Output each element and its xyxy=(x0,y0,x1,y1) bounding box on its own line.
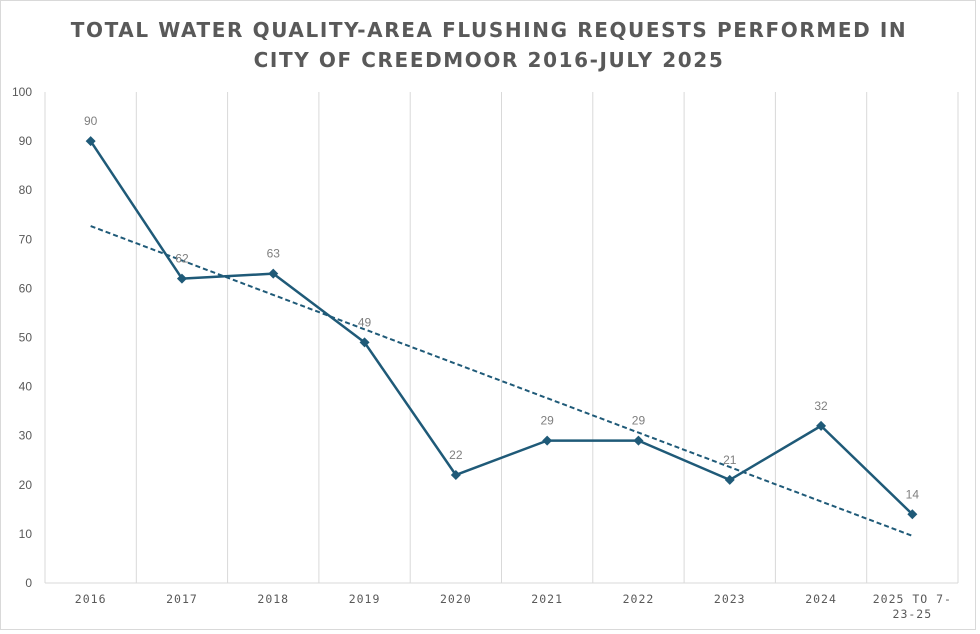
x-tick-label-line: 2023 xyxy=(714,592,746,606)
x-tick-label-line: 2020 xyxy=(440,592,472,606)
linear-trendline xyxy=(90,225,913,537)
x-tick-label: 2021 xyxy=(531,592,563,606)
x-tick-label: 2020 xyxy=(440,592,472,606)
data-point-marker xyxy=(907,509,918,520)
x-tick-label: 2025 TO 7-23-25 xyxy=(873,592,952,621)
data-point-marker xyxy=(542,435,553,446)
chart-title-line-2: CITY OF CREEDMOOR 2016-JULY 2025 xyxy=(253,48,725,72)
gridlines xyxy=(44,92,959,583)
data-point-marker xyxy=(176,273,187,284)
y-tick-label: 20 xyxy=(19,478,33,492)
y-tick-label: 100 xyxy=(12,85,32,99)
x-tick-label: 2016 xyxy=(75,592,107,606)
x-tick-label: 2017 xyxy=(166,592,198,606)
data-label: 32 xyxy=(814,399,828,413)
axes: 0 10 20 30 40 50 60 70 80 90 100 2016 2017 2018 2019 20… xyxy=(12,85,958,621)
data-point-marker xyxy=(268,268,279,279)
y-tick-label: 60 xyxy=(19,281,33,295)
y-tick-label: 0 xyxy=(25,576,32,590)
x-tick-label-line: 2022 xyxy=(623,592,655,606)
data-label: 63 xyxy=(267,247,281,261)
x-tick-label: 2018 xyxy=(257,592,289,606)
trendline-group xyxy=(90,225,913,537)
data-label: 21 xyxy=(723,453,737,467)
x-tick-label: 2024 xyxy=(805,592,837,606)
data-label: 14 xyxy=(906,487,920,501)
y-tick-label: 50 xyxy=(19,331,33,345)
data-point-marker xyxy=(85,136,96,147)
data-label: 29 xyxy=(632,414,646,428)
x-tick-label-line: 23-25 xyxy=(893,607,933,621)
data-label: 29 xyxy=(540,414,554,428)
x-tick-label: 2022 xyxy=(623,592,655,606)
data-point-marker xyxy=(633,435,644,446)
x-tick-label-line: 2021 xyxy=(531,592,563,606)
data-label: 90 xyxy=(84,114,98,128)
x-tick-label-line: 2019 xyxy=(349,592,381,606)
x-tick-label: 2019 xyxy=(349,592,381,606)
x-tick-label-line: 2016 xyxy=(75,592,107,606)
data-label: 62 xyxy=(175,252,189,266)
data-labels: 90 62 63 49 22 29 29 21 32 14 xyxy=(84,114,919,501)
y-tick-label: 30 xyxy=(19,429,33,443)
y-tick-label: 10 xyxy=(19,527,33,541)
x-tick-label-line: 2025 TO 7- xyxy=(873,592,952,606)
x-tick-label-line: 2024 xyxy=(805,592,837,606)
x-tick-label-line: 2018 xyxy=(257,592,289,606)
series-group xyxy=(85,136,918,520)
data-point-marker xyxy=(724,474,735,485)
data-point-marker xyxy=(359,337,370,348)
data-label: 49 xyxy=(358,315,372,329)
y-tick-label: 70 xyxy=(19,232,33,246)
data-point-marker xyxy=(816,420,827,431)
x-tick-label: 2023 xyxy=(714,592,746,606)
series-line xyxy=(89,140,914,516)
x-tick-label-line: 2017 xyxy=(166,592,198,606)
chart-title: TOTAL WATER QUALITY-AREA FLUSHING REQUES… xyxy=(1,15,977,75)
y-tick-label: 80 xyxy=(19,183,33,197)
data-point-marker xyxy=(450,469,461,480)
y-tick-label: 90 xyxy=(19,134,33,148)
data-label: 22 xyxy=(449,448,463,462)
y-tick-label: 40 xyxy=(19,380,33,394)
chart-title-line-1: TOTAL WATER QUALITY-AREA FLUSHING REQUES… xyxy=(70,18,908,42)
